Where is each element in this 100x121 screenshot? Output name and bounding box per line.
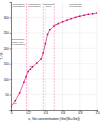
tick-mark: [10, 64, 12, 65]
marker: [27, 71, 29, 73]
axis-line: [10, 3, 12, 111]
marker: [45, 43, 47, 45]
tick-mark: [10, 33, 12, 34]
annotations: TC TC TC TC OrthorhombicGd5Si4-type(ferromag…: [12, 3, 82, 106]
phase-label: paramagnetic: [69, 3, 81, 5]
tick: 0: [11, 110, 13, 115]
phase-boundary: [26, 2, 27, 110]
phase-boundary: [54, 2, 55, 110]
tick: 50: [5, 93, 11, 97]
marker: [19, 92, 21, 94]
x-axis: 0 0.2 0.4 0.6 0.8 1.0: [11, 110, 100, 115]
tick-mark: [10, 48, 12, 49]
phase-label: ferromagnetic: [29, 5, 41, 7]
grid-line-y: [11, 63, 97, 64]
marker: [58, 23, 60, 25]
curve-label: TC: [76, 15, 79, 18]
grid-line-x: [97, 2, 98, 110]
tick: 200: [4, 47, 11, 51]
tick-label: 0: [11, 111, 13, 115]
marker: [25, 76, 27, 78]
phase-label: ferromagnetic: [69, 5, 81, 7]
tick-mark: [10, 17, 12, 18]
marker: [92, 13, 94, 15]
phase-label: Gd5Si2Ge2: [44, 3, 55, 5]
grid-line-y: [11, 32, 97, 33]
grid-line-y: [11, 79, 97, 80]
grid-line-y: [11, 17, 97, 18]
tick-label: 0.2: [27, 111, 32, 115]
marker: [88, 14, 90, 16]
grid-line-x: [28, 2, 29, 110]
tick-label: 1.0: [95, 111, 100, 115]
tick-label: 200: [4, 47, 9, 51]
phase-label: struct.: [46, 5, 52, 7]
marker: [43, 52, 45, 54]
marker: [11, 106, 12, 108]
marker: [47, 34, 49, 36]
tick: 250: [4, 31, 11, 35]
grid: [11, 2, 97, 110]
tick: 1.0: [95, 110, 100, 115]
marker: [66, 19, 68, 21]
marker: [30, 69, 32, 71]
marker: [49, 29, 51, 31]
tick: 0.8: [78, 110, 83, 115]
curve-label: TC: [29, 65, 32, 68]
phase-label: paramagnetic: [13, 3, 25, 5]
tick-label: 50: [5, 93, 9, 97]
marker: [62, 21, 64, 23]
grid-line-y: [11, 94, 97, 95]
marker: [96, 12, 97, 14]
y-axis-title: T / K: [0, 52, 4, 60]
tick-label: 0.6: [61, 111, 66, 115]
tick-label: 0.8: [78, 111, 83, 115]
tick: 0.2: [27, 110, 32, 115]
tick-label: 0.4: [44, 111, 49, 115]
chart: 0 0.2 0.4 0.6 0.8 1.0 50 100 150 200 250 300 x, Ge c…: [0, 0, 100, 121]
tick-mark: [10, 95, 12, 96]
curve-label: TC: [14, 102, 17, 105]
grid-line-y: [11, 48, 97, 49]
tick-label: 300: [4, 16, 9, 20]
grid-line-x: [62, 2, 63, 110]
marker: [23, 81, 25, 83]
tick-mark: [10, 79, 12, 80]
tick: 300: [4, 16, 11, 20]
grid-line-x: [11, 2, 12, 110]
phase-label: ferromagnetic: [13, 5, 25, 7]
phase-boundary: [43, 2, 44, 110]
plot-area: [11, 2, 97, 110]
y-axis: 50 100 150 200 250 300: [4, 3, 12, 111]
tick: 0.4: [44, 110, 49, 115]
grid-line-x: [79, 2, 80, 110]
marker: [40, 58, 42, 60]
marker: [36, 62, 38, 64]
tick-label: 250: [4, 31, 9, 35]
tick: 100: [4, 78, 11, 82]
curve-label: TC: [54, 23, 57, 26]
region-label: OrthorhombicGd5Si4-type(ferromagnetic): [12, 38, 26, 45]
tick-label: 100: [4, 78, 9, 82]
phase-label: paramagnetic: [29, 3, 41, 5]
grid-line-x: [45, 2, 46, 110]
tick: 0.6: [61, 110, 66, 115]
curve: [11, 13, 97, 107]
axis-line: [12, 111, 98, 112]
region-label-line: (ferromagnetic): [12, 43, 26, 45]
x-axis-title: x, Ge concentration (Ge/(Si+Ge)): [28, 117, 79, 121]
marker: [70, 18, 72, 20]
tick-label: 150: [4, 62, 9, 66]
marker: [83, 15, 85, 17]
tick: 150: [4, 62, 11, 66]
